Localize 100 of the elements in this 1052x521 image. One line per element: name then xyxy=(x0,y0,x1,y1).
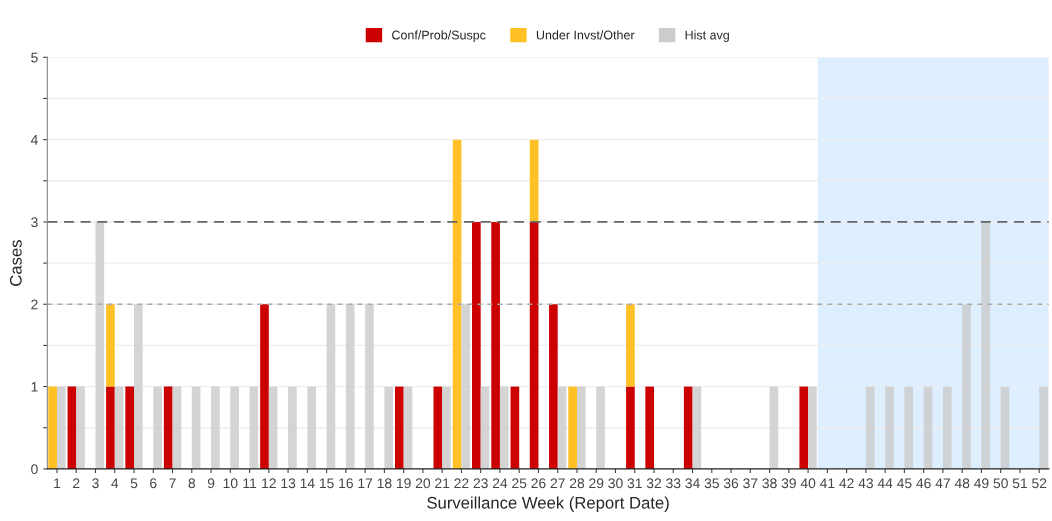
x-tick-label: 44 xyxy=(877,478,893,488)
bar xyxy=(260,304,269,469)
y-tick-label: 2 xyxy=(31,299,38,310)
y-tick-label: 5 xyxy=(31,52,38,63)
bar xyxy=(114,386,124,469)
bar xyxy=(95,221,105,469)
bar xyxy=(1000,386,1010,469)
x-tick-label: 40 xyxy=(800,478,816,489)
bar xyxy=(230,386,239,469)
bar xyxy=(769,386,779,469)
x-tick-label: 14 xyxy=(300,478,315,488)
x-tick-label: 31 xyxy=(627,478,642,489)
legend-label: Under Invst/Other xyxy=(536,30,635,40)
bar xyxy=(56,386,66,469)
bar xyxy=(326,304,336,469)
y-tick-label: 4 xyxy=(30,135,38,145)
x-tick-label: 29 xyxy=(589,478,604,489)
x-tick-label: 30 xyxy=(608,478,623,489)
x-tick-label: 51 xyxy=(1012,478,1027,489)
x-tick-label: 19 xyxy=(396,478,411,489)
x-tick-label: 42 xyxy=(839,478,854,488)
bar xyxy=(106,386,115,469)
x-tick-label: 6 xyxy=(150,478,157,489)
x-tick-label: 45 xyxy=(896,478,912,489)
x-tick-label: 2 xyxy=(73,478,80,488)
bar xyxy=(626,386,635,469)
bar xyxy=(76,386,85,469)
bar xyxy=(153,386,162,469)
x-tick-label: 35 xyxy=(704,478,719,489)
bar xyxy=(472,221,481,469)
x-tick-label: 38 xyxy=(762,478,777,489)
x-axis-title: Surveillance Week (Report Date) xyxy=(427,496,669,512)
bar xyxy=(67,386,77,469)
x-tick-label: 48 xyxy=(954,478,970,489)
x-tick-label: 21 xyxy=(435,478,450,488)
x-tick-label: 23 xyxy=(473,478,488,489)
x-tick-label: 43 xyxy=(858,478,873,489)
x-tick-label: 49 xyxy=(974,478,989,489)
x-tick-label: 28 xyxy=(569,478,585,489)
x-tick-label: 12 xyxy=(262,478,276,488)
x-tick-label: 39 xyxy=(781,478,796,489)
bar xyxy=(163,386,173,469)
x-tick-label: 1 xyxy=(54,478,61,488)
x-tick-label: 26 xyxy=(531,478,546,489)
bar xyxy=(288,386,297,469)
bar xyxy=(125,386,135,469)
x-tick-label: 17 xyxy=(358,478,373,488)
bar xyxy=(48,386,57,469)
x-tick-label: 8 xyxy=(188,478,196,489)
x-tick-label: 15 xyxy=(319,478,334,489)
bar xyxy=(576,386,586,469)
x-tick-label: 22 xyxy=(454,478,469,488)
x-tick-label: 9 xyxy=(207,478,215,489)
bar xyxy=(981,221,991,469)
x-tick-label: 25 xyxy=(512,478,527,489)
x-tick-label: 50 xyxy=(993,478,1008,489)
bar xyxy=(394,386,404,469)
bar xyxy=(452,139,462,469)
x-tick-label: 32 xyxy=(646,478,662,489)
bar xyxy=(808,386,817,469)
bar xyxy=(499,386,509,469)
bar xyxy=(480,386,490,469)
bar xyxy=(268,386,278,469)
bar xyxy=(692,386,702,469)
x-tick-label: 47 xyxy=(935,478,950,488)
bar xyxy=(106,304,115,387)
y-tick-label: 0 xyxy=(31,464,38,475)
bar xyxy=(134,304,143,469)
x-tick-label: 24 xyxy=(492,478,508,488)
y-axis-title: Cases xyxy=(9,240,22,286)
bar xyxy=(942,386,952,469)
bar xyxy=(384,386,394,469)
bar xyxy=(461,304,471,469)
bar xyxy=(172,386,182,469)
bar xyxy=(403,386,413,469)
x-tick-label: 3 xyxy=(92,478,99,489)
bar xyxy=(683,386,693,469)
bar xyxy=(491,221,500,469)
x-tick-label: 46 xyxy=(916,478,931,489)
x-tick-label: 36 xyxy=(723,478,739,489)
bar xyxy=(249,386,259,469)
bar xyxy=(529,139,539,222)
x-tick-label: 41 xyxy=(819,478,835,488)
legend-label: Conf/Prob/Suspc xyxy=(392,30,486,42)
bar xyxy=(529,221,539,469)
x-tick-label: 10 xyxy=(223,478,238,489)
bar xyxy=(510,386,520,469)
legend-label: Hist avg xyxy=(685,30,729,42)
bar xyxy=(962,304,971,469)
bar xyxy=(345,304,355,469)
bar xyxy=(442,386,451,469)
x-tick-label: 5 xyxy=(130,478,138,489)
bar xyxy=(596,386,605,469)
bar xyxy=(885,386,894,469)
bar xyxy=(549,304,558,469)
bar xyxy=(211,386,220,469)
y-tick-label: 3 xyxy=(31,217,38,228)
bar xyxy=(557,386,567,469)
x-tick-label: 27 xyxy=(550,478,565,488)
x-tick-label: 37 xyxy=(743,478,758,489)
